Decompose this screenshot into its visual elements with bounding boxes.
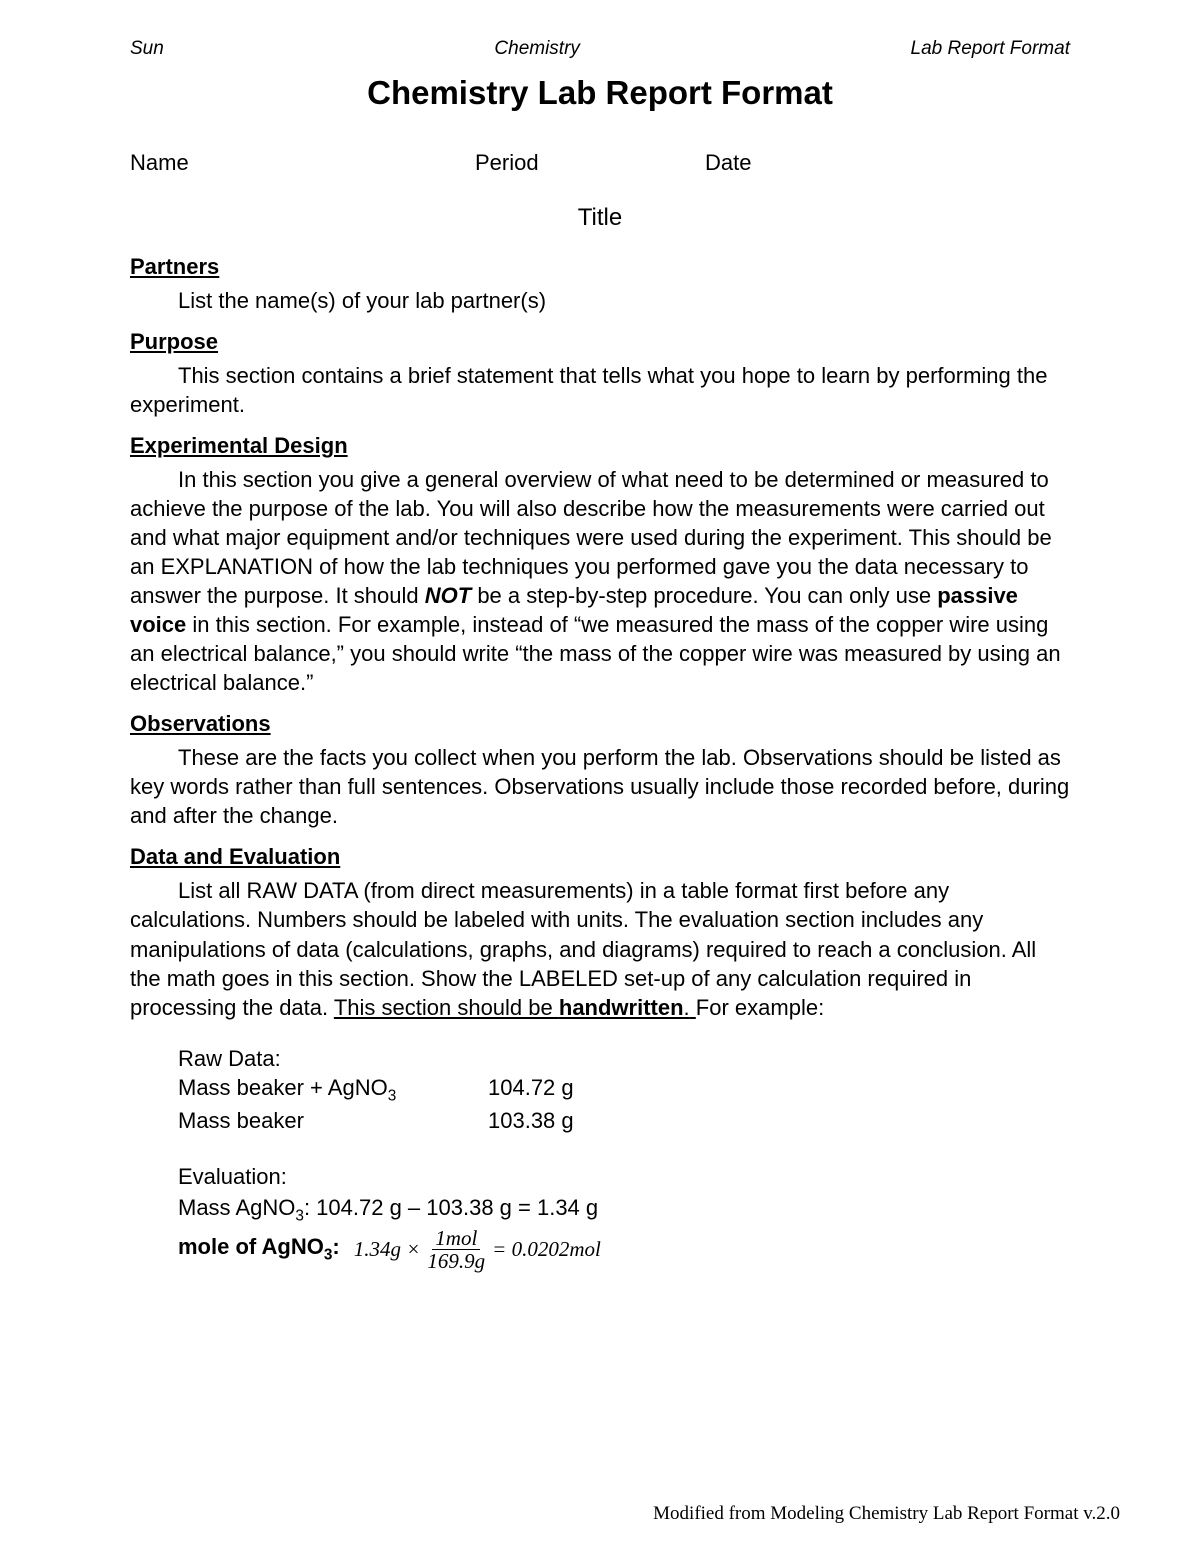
heading-observations: Observations — [130, 711, 1070, 737]
meta-period: Period — [475, 150, 705, 176]
document-page: Sun Chemistry Lab Report Format Chemistr… — [0, 0, 1200, 1553]
data-eval-underline-pre: This section should be — [334, 995, 559, 1020]
formula-lead: 1.34g × — [354, 1235, 421, 1264]
evaluation-mass-line: Mass AgNO3: 104.72 g – 103.38 g = 1.34 g — [178, 1193, 1070, 1227]
subtitle: Title — [130, 204, 1070, 232]
design-mid1: be a step-by-step procedure. You can onl… — [477, 583, 937, 608]
formula-fraction: 1mol 169.9g — [424, 1227, 488, 1272]
running-header: Sun Chemistry Lab Report Format — [130, 38, 1070, 60]
mole-label: mole of AgNO3: — [178, 1232, 340, 1266]
raw-data-block: Raw Data: Mass beaker + AgNO3 104.72 g M… — [178, 1044, 1070, 1140]
data-eval-underline: This section should be handwritten. — [334, 995, 696, 1020]
evaluation-title: Evaluation: — [178, 1162, 1070, 1193]
text-partners: List the name(s) of your lab partner(s) — [130, 286, 1070, 315]
evaluation-block: Evaluation: Mass AgNO3: 104.72 g – 103.3… — [178, 1162, 1070, 1272]
meta-name: Name — [130, 150, 475, 176]
formula-tail: = 0.0202mol — [492, 1235, 601, 1264]
data-eval-underline-bold: handwritten — [559, 995, 684, 1020]
text-observations: These are the facts you collect when you… — [130, 743, 1070, 830]
text-data-eval: List all RAW DATA (from direct measureme… — [130, 876, 1070, 1021]
raw-data-title: Raw Data: — [178, 1044, 1070, 1073]
data-eval-underline-post: . — [684, 995, 690, 1020]
raw-data-label-0: Mass beaker + AgNO3 — [178, 1073, 488, 1107]
raw-data-label-1: Mass beaker — [178, 1106, 488, 1140]
header-right: Lab Report Format — [911, 38, 1070, 60]
raw-data-value-1: 103.38 g — [488, 1106, 574, 1140]
raw-data-row-0: Mass beaker + AgNO3 104.72 g — [178, 1073, 1070, 1107]
formula-denominator: 169.9g — [424, 1250, 488, 1272]
design-not: NOT — [425, 583, 471, 608]
page-title: Chemistry Lab Report Format — [130, 74, 1070, 112]
heading-purpose: Purpose — [130, 329, 1070, 355]
heading-design: Experimental Design — [130, 433, 1070, 459]
mole-formula: 1.34g × 1mol 169.9g = 0.0202mol — [354, 1227, 601, 1272]
data-eval-post: For example: — [696, 995, 824, 1020]
evaluation-mole-line: mole of AgNO3: 1.34g × 1mol 169.9g = 0.0… — [178, 1227, 1070, 1272]
text-purpose: This section contains a brief statement … — [130, 361, 1070, 419]
text-design: In this section you give a general overv… — [130, 465, 1070, 697]
header-center: Chemistry — [494, 38, 580, 60]
page-footer: Modified from Modeling Chemistry Lab Rep… — [653, 1503, 1120, 1525]
meta-date: Date — [705, 150, 751, 176]
design-post: in this section. For example, instead of… — [130, 612, 1061, 695]
heading-partners: Partners — [130, 254, 1070, 280]
meta-row: Name Period Date — [130, 150, 1070, 176]
raw-data-value-0: 104.72 g — [488, 1073, 574, 1107]
header-left: Sun — [130, 38, 164, 60]
heading-data-eval: Data and Evaluation — [130, 844, 1070, 870]
formula-numerator: 1mol — [432, 1227, 480, 1250]
raw-data-row-1: Mass beaker 103.38 g — [178, 1106, 1070, 1140]
